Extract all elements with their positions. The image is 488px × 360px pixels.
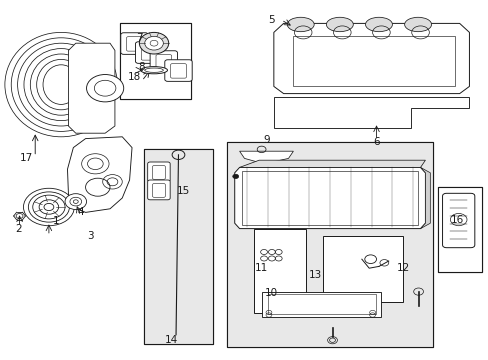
- Circle shape: [232, 174, 238, 179]
- FancyBboxPatch shape: [147, 162, 170, 182]
- Circle shape: [86, 75, 123, 102]
- Text: 1: 1: [53, 216, 60, 226]
- FancyBboxPatch shape: [442, 193, 474, 248]
- Polygon shape: [239, 151, 293, 164]
- Polygon shape: [420, 167, 429, 229]
- Bar: [227, 142, 432, 347]
- Bar: [267, 294, 375, 314]
- Text: 10: 10: [264, 288, 277, 298]
- Polygon shape: [273, 97, 468, 128]
- Text: 8: 8: [138, 62, 145, 72]
- Polygon shape: [273, 23, 468, 94]
- Text: 2: 2: [15, 224, 22, 234]
- Ellipse shape: [326, 17, 352, 32]
- Text: 11: 11: [254, 263, 268, 273]
- Circle shape: [139, 32, 168, 54]
- Bar: [144, 149, 212, 344]
- Ellipse shape: [287, 17, 313, 32]
- Circle shape: [144, 36, 163, 50]
- Text: 9: 9: [263, 135, 269, 145]
- Text: 17: 17: [20, 153, 34, 163]
- Text: 7: 7: [136, 33, 142, 43]
- Bar: [120, 23, 190, 99]
- Text: 18: 18: [127, 72, 141, 82]
- Bar: [254, 229, 305, 313]
- Bar: [227, 142, 432, 347]
- Text: 4: 4: [77, 207, 84, 217]
- Ellipse shape: [365, 17, 391, 32]
- Circle shape: [65, 194, 86, 210]
- FancyBboxPatch shape: [150, 51, 177, 72]
- Bar: [437, 187, 481, 272]
- Text: 6: 6: [372, 137, 379, 147]
- Text: 12: 12: [396, 263, 409, 273]
- Bar: [437, 187, 481, 272]
- Bar: [242, 171, 417, 225]
- Bar: [322, 236, 403, 302]
- Ellipse shape: [141, 67, 167, 74]
- Bar: [254, 229, 305, 313]
- Ellipse shape: [404, 17, 430, 32]
- Bar: [322, 236, 403, 302]
- Polygon shape: [234, 167, 425, 229]
- Text: 13: 13: [308, 270, 322, 280]
- Text: 16: 16: [449, 215, 463, 225]
- FancyBboxPatch shape: [147, 180, 170, 200]
- Polygon shape: [67, 137, 132, 212]
- FancyBboxPatch shape: [135, 42, 163, 63]
- Bar: [120, 23, 190, 99]
- Text: 15: 15: [176, 186, 190, 196]
- FancyBboxPatch shape: [121, 33, 148, 54]
- Polygon shape: [239, 160, 425, 167]
- Polygon shape: [68, 43, 115, 133]
- Text: 3: 3: [87, 231, 94, 241]
- FancyBboxPatch shape: [164, 60, 192, 81]
- Text: 14: 14: [164, 335, 178, 345]
- Bar: [261, 292, 381, 317]
- Text: 5: 5: [267, 15, 274, 25]
- Bar: [144, 149, 212, 344]
